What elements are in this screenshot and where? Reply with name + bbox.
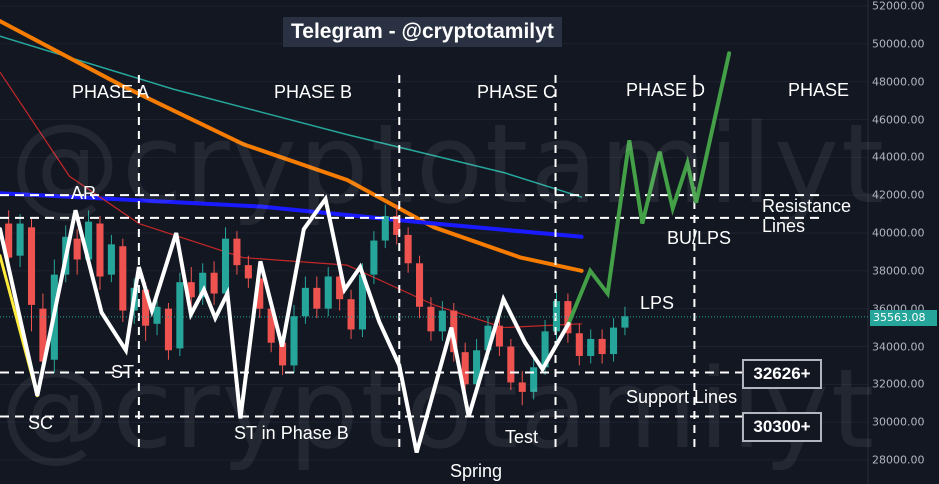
candle-body [610,327,618,355]
wyckoff-path [0,194,571,453]
candle-body [518,382,526,392]
candle-body [598,338,606,355]
candle-body [73,238,81,260]
candle-body [164,308,172,351]
candle-body [279,342,287,366]
annotation-sc: SC [28,413,54,433]
level-lines-layer [0,75,868,448]
candle-body [495,325,503,347]
annotation-ar: AR [71,183,97,203]
candle-body [313,287,321,309]
support-level-lower-label: 30300+ [742,412,822,442]
y-tick-label: 52000.00 [872,0,925,13]
y-tick-label: 44000.00 [872,150,925,164]
candle-body [358,274,367,330]
moving-average-line [0,71,583,329]
candle-body [107,244,115,275]
y-tick-label: 40000.00 [872,226,925,240]
watermark-top: @cryptotamilyt [10,100,887,228]
candle-body [473,350,481,385]
candle-body [153,306,161,324]
phase-e-label: PHASE [788,80,850,100]
candle-body [199,272,207,298]
candle-body [415,263,424,307]
y-tick-label: 30000.00 [872,415,925,429]
annotation-spring: Spring [450,461,503,481]
candle-body [96,223,104,277]
support-level-upper-label: 32626+ [742,359,822,389]
candle-body [587,338,595,356]
candle-body [461,352,469,385]
candle-body [324,276,332,309]
candle-body [119,246,127,311]
y-tick-label: 46000.00 [872,113,925,126]
annotation-support: Support Lines [626,387,738,407]
candle-body [438,310,446,332]
candle-body [233,238,241,266]
annotation-bu-lps: BU/LPS [667,228,732,248]
candle-body [621,316,629,328]
candle-body [484,325,492,351]
candle-body [530,367,538,392]
phase-d-label: PHASE D [626,80,706,100]
moving-average-line [0,19,584,273]
y-tick-label: 38000.00 [872,264,925,278]
candle-body [347,299,355,330]
candle-body [336,276,344,300]
moving-average-line [0,35,583,198]
y-tick-label: 50000.00 [872,37,925,51]
candle-body [16,223,24,256]
candle-body [221,238,230,294]
candle-body [290,316,298,366]
phase-a-label: PHASE A [72,82,150,102]
candle-body [187,282,195,298]
annotation-resistance: Resistance Lines [762,196,852,236]
phase-b-label: PHASE B [274,82,353,102]
candle-body [393,215,401,235]
projection-path [566,51,732,326]
annotation-test: Test [505,427,539,447]
annotation-st: ST [111,362,135,382]
moving-average-layer [0,19,584,329]
candle-body [507,346,515,383]
annotation-st-phase-b: ST in Phase B [234,423,349,443]
candle-body [301,287,309,317]
current-price-badge: 35563.08 [870,310,937,326]
y-tick-label: 48000.00 [872,75,925,89]
phase-c-label: PHASE C [477,82,557,102]
y-tick-label: 32000.00 [872,377,925,391]
candle-body [575,333,583,356]
candle-body [39,308,47,362]
grid-layer [0,0,869,484]
candle-body [5,223,13,258]
y-tick-label: 34000.00 [872,340,925,353]
candle-body [244,265,252,279]
candle-body [370,240,378,275]
candle-body [256,278,264,309]
chart-title: Telegram - @cryptotamilyt [283,17,562,47]
candle-body [381,215,389,241]
candle-body [27,227,36,305]
candle-body [267,308,275,343]
y-tick-label: 28000.00 [872,453,925,467]
candle-body [541,331,549,368]
wyckoff-path-layer [0,51,732,453]
candle-body [176,282,184,349]
candle-body [210,272,218,294]
y-tick-label: 42000.00 [872,188,925,202]
watermark-bottom: @cryptotamilyt [0,345,877,473]
moving-average-line [0,191,584,239]
candle-body [427,306,435,332]
candle-body [404,234,412,264]
annotation-lps: LPS [640,293,675,313]
candle-body [85,221,93,260]
candle-body [142,289,150,326]
